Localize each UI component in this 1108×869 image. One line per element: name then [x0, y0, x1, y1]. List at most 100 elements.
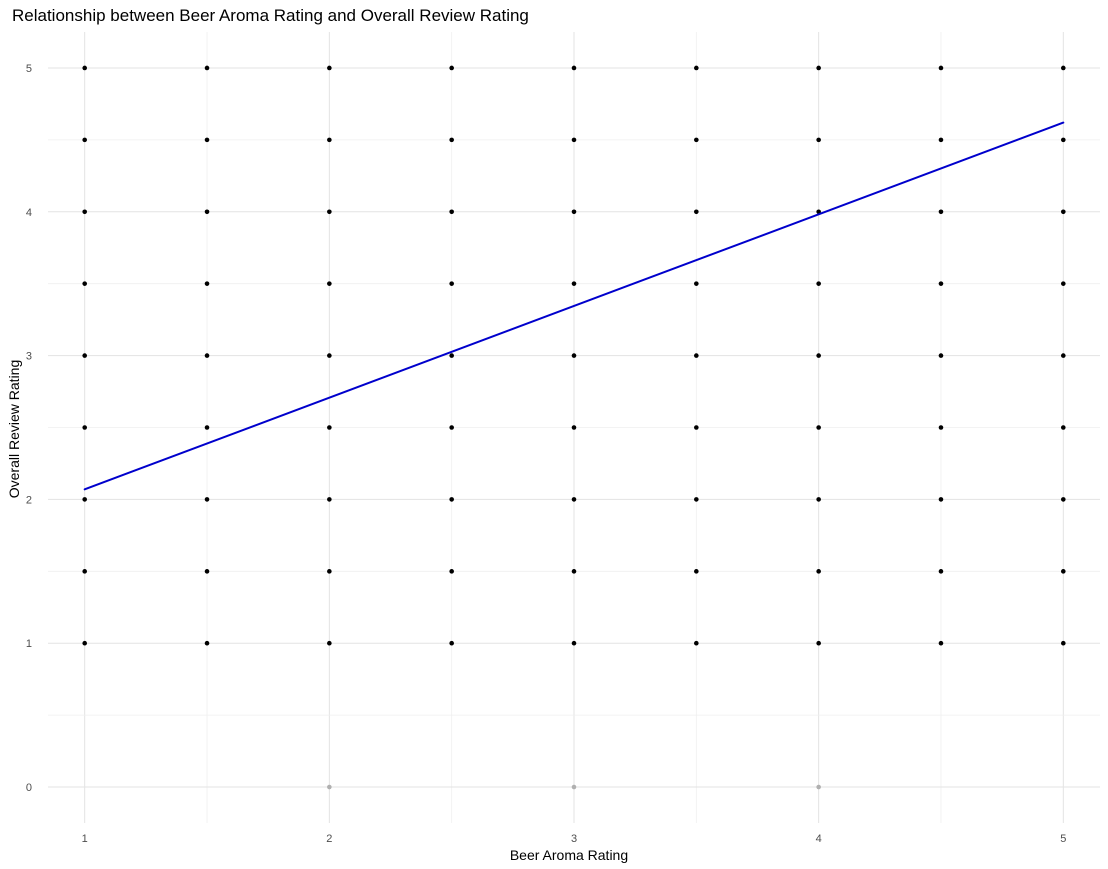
data-point: [327, 569, 332, 574]
data-point: [82, 640, 87, 646]
data-point: [1061, 281, 1066, 286]
data-point: [938, 640, 944, 646]
data-point: [571, 640, 577, 646]
data-point: [816, 425, 821, 430]
data-point: [204, 497, 210, 502]
data-point: [816, 65, 821, 71]
data-point: [1061, 353, 1066, 358]
data-point: [82, 137, 87, 143]
data-point: [204, 569, 210, 574]
data-point: [694, 425, 699, 430]
data-point: [1061, 137, 1066, 143]
data-point: [938, 137, 944, 143]
data-point: [694, 353, 699, 358]
data-point-faded: [571, 784, 577, 790]
data-point: [938, 497, 944, 502]
data-point: [694, 497, 699, 502]
data-point: [204, 281, 210, 286]
data-point: [204, 209, 210, 215]
data-point: [204, 65, 210, 71]
data-point: [449, 640, 454, 646]
data-point: [204, 137, 210, 143]
y-tick-label: 1: [26, 638, 32, 650]
y-tick-label: 3: [26, 351, 32, 363]
data-point: [204, 353, 210, 358]
data-point: [1061, 425, 1066, 430]
data-point: [571, 497, 577, 502]
data-point: [1061, 569, 1066, 574]
data-point: [82, 569, 87, 574]
data-point: [327, 281, 332, 286]
data-point: [938, 65, 944, 71]
data-point: [816, 281, 821, 286]
data-point: [816, 137, 821, 143]
data-point: [571, 209, 577, 215]
data-point: [938, 281, 944, 286]
data-point: [694, 65, 699, 71]
data-point: [1061, 65, 1066, 71]
data-point: [1061, 497, 1066, 502]
data-point: [694, 281, 699, 286]
data-point: [816, 640, 821, 646]
y-tick-label: 0: [26, 782, 32, 794]
data-point: [694, 209, 699, 215]
data-point-faded: [327, 784, 332, 790]
data-point: [816, 569, 821, 574]
data-point: [327, 209, 332, 215]
data-point: [82, 353, 87, 358]
data-point: [82, 425, 87, 430]
data-point: [571, 65, 577, 71]
data-point: [449, 65, 454, 71]
data-point: [1061, 209, 1066, 215]
y-tick-label: 4: [26, 207, 32, 219]
data-point: [694, 569, 699, 574]
data-point: [327, 425, 332, 430]
trend-line-group: [83, 121, 1065, 491]
trend-line: [83, 121, 1065, 491]
data-point: [327, 497, 332, 502]
y-tick-label: 5: [26, 63, 32, 75]
data-point: [327, 353, 332, 358]
x-tick-label: 4: [816, 833, 822, 845]
x-tick-label: 1: [82, 833, 88, 845]
data-point: [571, 353, 577, 358]
x-axis-title: Beer Aroma Rating: [510, 847, 628, 863]
data-point: [938, 425, 944, 430]
data-point: [571, 137, 577, 143]
data-point: [204, 640, 210, 646]
data-point: [816, 353, 821, 358]
y-tick-label: 2: [26, 494, 32, 506]
data-point: [327, 137, 332, 143]
data-point: [82, 209, 87, 215]
data-point: [82, 497, 87, 502]
data-point: [1061, 640, 1066, 646]
data-point: [449, 137, 454, 143]
data-point: [694, 640, 699, 646]
data-point: [449, 209, 454, 215]
data-point: [82, 281, 87, 286]
x-tick-label: 5: [1060, 833, 1066, 845]
data-point-faded: [816, 784, 821, 790]
data-point: [449, 353, 454, 358]
x-tick-label: 2: [326, 833, 332, 845]
data-point: [938, 353, 944, 358]
data-point: [204, 425, 210, 430]
data-point: [449, 569, 454, 574]
data-point: [938, 209, 944, 215]
x-tick-label: 3: [571, 833, 577, 845]
data-point: [816, 497, 821, 502]
data-point: [327, 65, 332, 71]
axis-tick-labels: 1 2 3 4 5 0 1 2 3 4 5: [26, 63, 1066, 845]
data-point: [449, 425, 454, 430]
data-point: [327, 640, 332, 646]
data-point: [571, 569, 577, 574]
data-point: [938, 569, 944, 574]
data-point: [694, 137, 699, 143]
data-point: [449, 281, 454, 286]
chart-title: Relationship between Beer Aroma Rating a…: [12, 6, 529, 25]
data-point: [571, 425, 577, 430]
data-point: [571, 281, 577, 286]
y-axis-title: Overall Review Rating: [6, 360, 22, 499]
data-point: [82, 65, 87, 71]
